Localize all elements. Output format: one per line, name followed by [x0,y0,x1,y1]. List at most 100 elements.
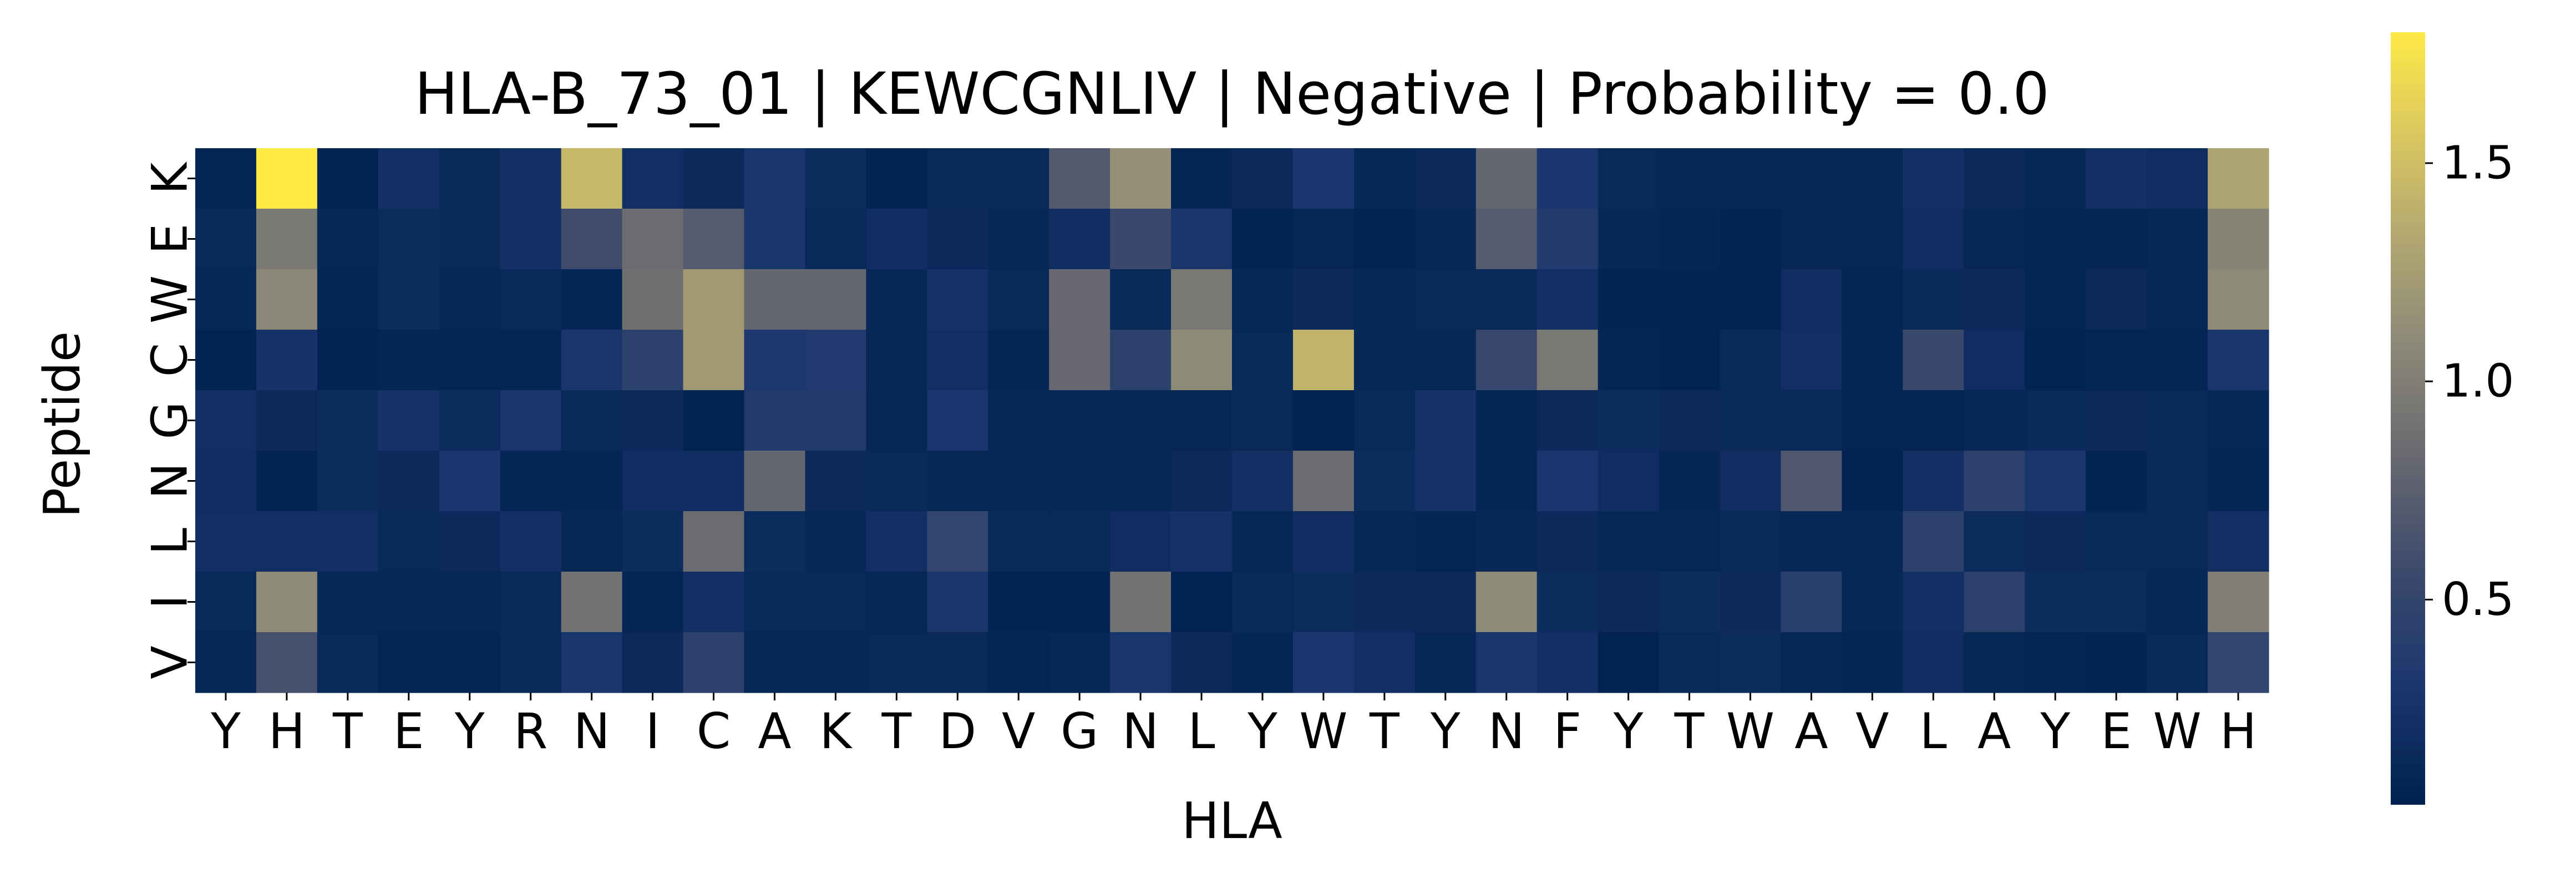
heatmap-cell [1475,269,1538,330]
y-tick-label: L [141,528,199,555]
heatmap-cell [1475,572,1538,633]
heatmap-cell [683,269,745,330]
heatmap-cell [1414,451,1477,512]
heatmap-cell [256,209,318,270]
heatmap-cell [561,390,623,451]
heatmap-cell [500,451,562,512]
heatmap-cell [1781,148,1843,209]
heatmap-cell [439,330,501,391]
heatmap-cell [561,511,623,572]
heatmap-cell [1110,330,1172,391]
heatmap-cell [683,330,745,391]
heatmap-cell [683,148,745,209]
heatmap-cell [2025,209,2086,270]
heatmap-cell [805,511,866,572]
heatmap-cell [805,148,866,209]
heatmap-cell [1414,390,1477,451]
x-tick-label: D [939,703,976,760]
heatmap-cell [561,632,623,693]
heatmap-cell [744,390,806,451]
heatmap-cell [2086,390,2147,451]
x-tick-label: A [758,703,791,760]
heatmap-cell [1475,511,1538,572]
heatmap-cell [1475,451,1538,512]
heatmap-cell [1598,330,1660,391]
heatmap-cell [927,511,988,572]
heatmap-cell [256,269,318,330]
heatmap-cell [378,451,440,512]
x-tick-label: V [1002,703,1035,760]
heatmap-cell [744,511,806,572]
heatmap-cell [1110,632,1172,693]
heatmap-cell [1232,511,1294,572]
heatmap-cell [927,148,988,209]
heatmap-cell [561,330,623,391]
heatmap-cell [1964,572,2025,633]
heatmap-cell [1842,330,1903,391]
x-tick-label: H [2220,703,2256,760]
heatmap-cell [2208,209,2269,270]
heatmap-cell [927,390,988,451]
heatmap-cell [500,390,562,451]
x-tick-label: G [1061,703,1098,760]
heatmap-cell [683,511,745,572]
heatmap-cell [1171,269,1233,330]
heatmap-cell [1781,390,1843,451]
heatmap-cell [378,632,440,693]
x-tick-label: Y [1613,703,1644,760]
heatmap-cell [500,572,562,633]
heatmap-cell [805,209,866,270]
heatmap-cell [378,330,440,391]
heatmap-cell [317,148,379,209]
heatmap-cell [500,330,562,391]
heatmap-cell [927,632,988,693]
heatmap-cell [317,572,379,633]
heatmap-cell [2086,148,2147,209]
heatmap-cell [1414,269,1477,330]
heatmap-cell [2147,511,2208,572]
heatmap-cell [866,511,927,572]
heatmap-cell [1903,148,1964,209]
heatmap-cell [1842,390,1903,451]
heatmap-cell [1720,511,1782,572]
heatmap-cell [866,390,927,451]
heatmap-cell [2086,511,2147,572]
heatmap-cell [1475,330,1538,391]
heatmap-cell [2025,632,2086,693]
x-tick-label: Y [454,703,485,760]
heatmap-cell [1537,632,1599,693]
heatmap-cell [2208,390,2269,451]
heatmap-cell [1414,511,1477,572]
heatmap-cell [1232,330,1294,391]
heatmap-cell [2208,511,2269,572]
heatmap-cell [1720,148,1782,209]
heatmap-cell [195,269,257,330]
heatmap-cell [500,269,562,330]
heatmap-cell [1598,148,1660,209]
heatmap-cell [683,390,745,451]
heatmap-cell [1353,451,1416,512]
heatmap-cell [1171,511,1233,572]
heatmap-cell [1537,269,1599,330]
heatmap-cell [1353,572,1416,633]
heatmap-cell [1720,632,1782,693]
y-tick-label: V [141,645,199,679]
heatmap-cell [1903,209,1964,270]
heatmap-cell [1903,330,1964,391]
heatmap-cell [1414,330,1477,391]
x-tick-label: T [881,703,912,760]
heatmap-cell [256,572,318,633]
heatmap-cell [1353,269,1416,330]
x-tick-label: H [268,703,305,760]
x-tick-label: T [1369,703,1400,760]
heatmap-cell [683,451,745,512]
x-tick-label: W [2153,703,2202,760]
heatmap-cell [256,330,318,391]
heatmap-cell [866,330,927,391]
heatmap-cell [2147,572,2208,633]
heatmap-cell [1598,632,1660,693]
colorbar-tick-label: 0.5 [2442,573,2514,626]
heatmap-cell [1353,390,1416,451]
heatmap-cell [927,572,988,633]
y-tick-label: N [141,463,199,499]
